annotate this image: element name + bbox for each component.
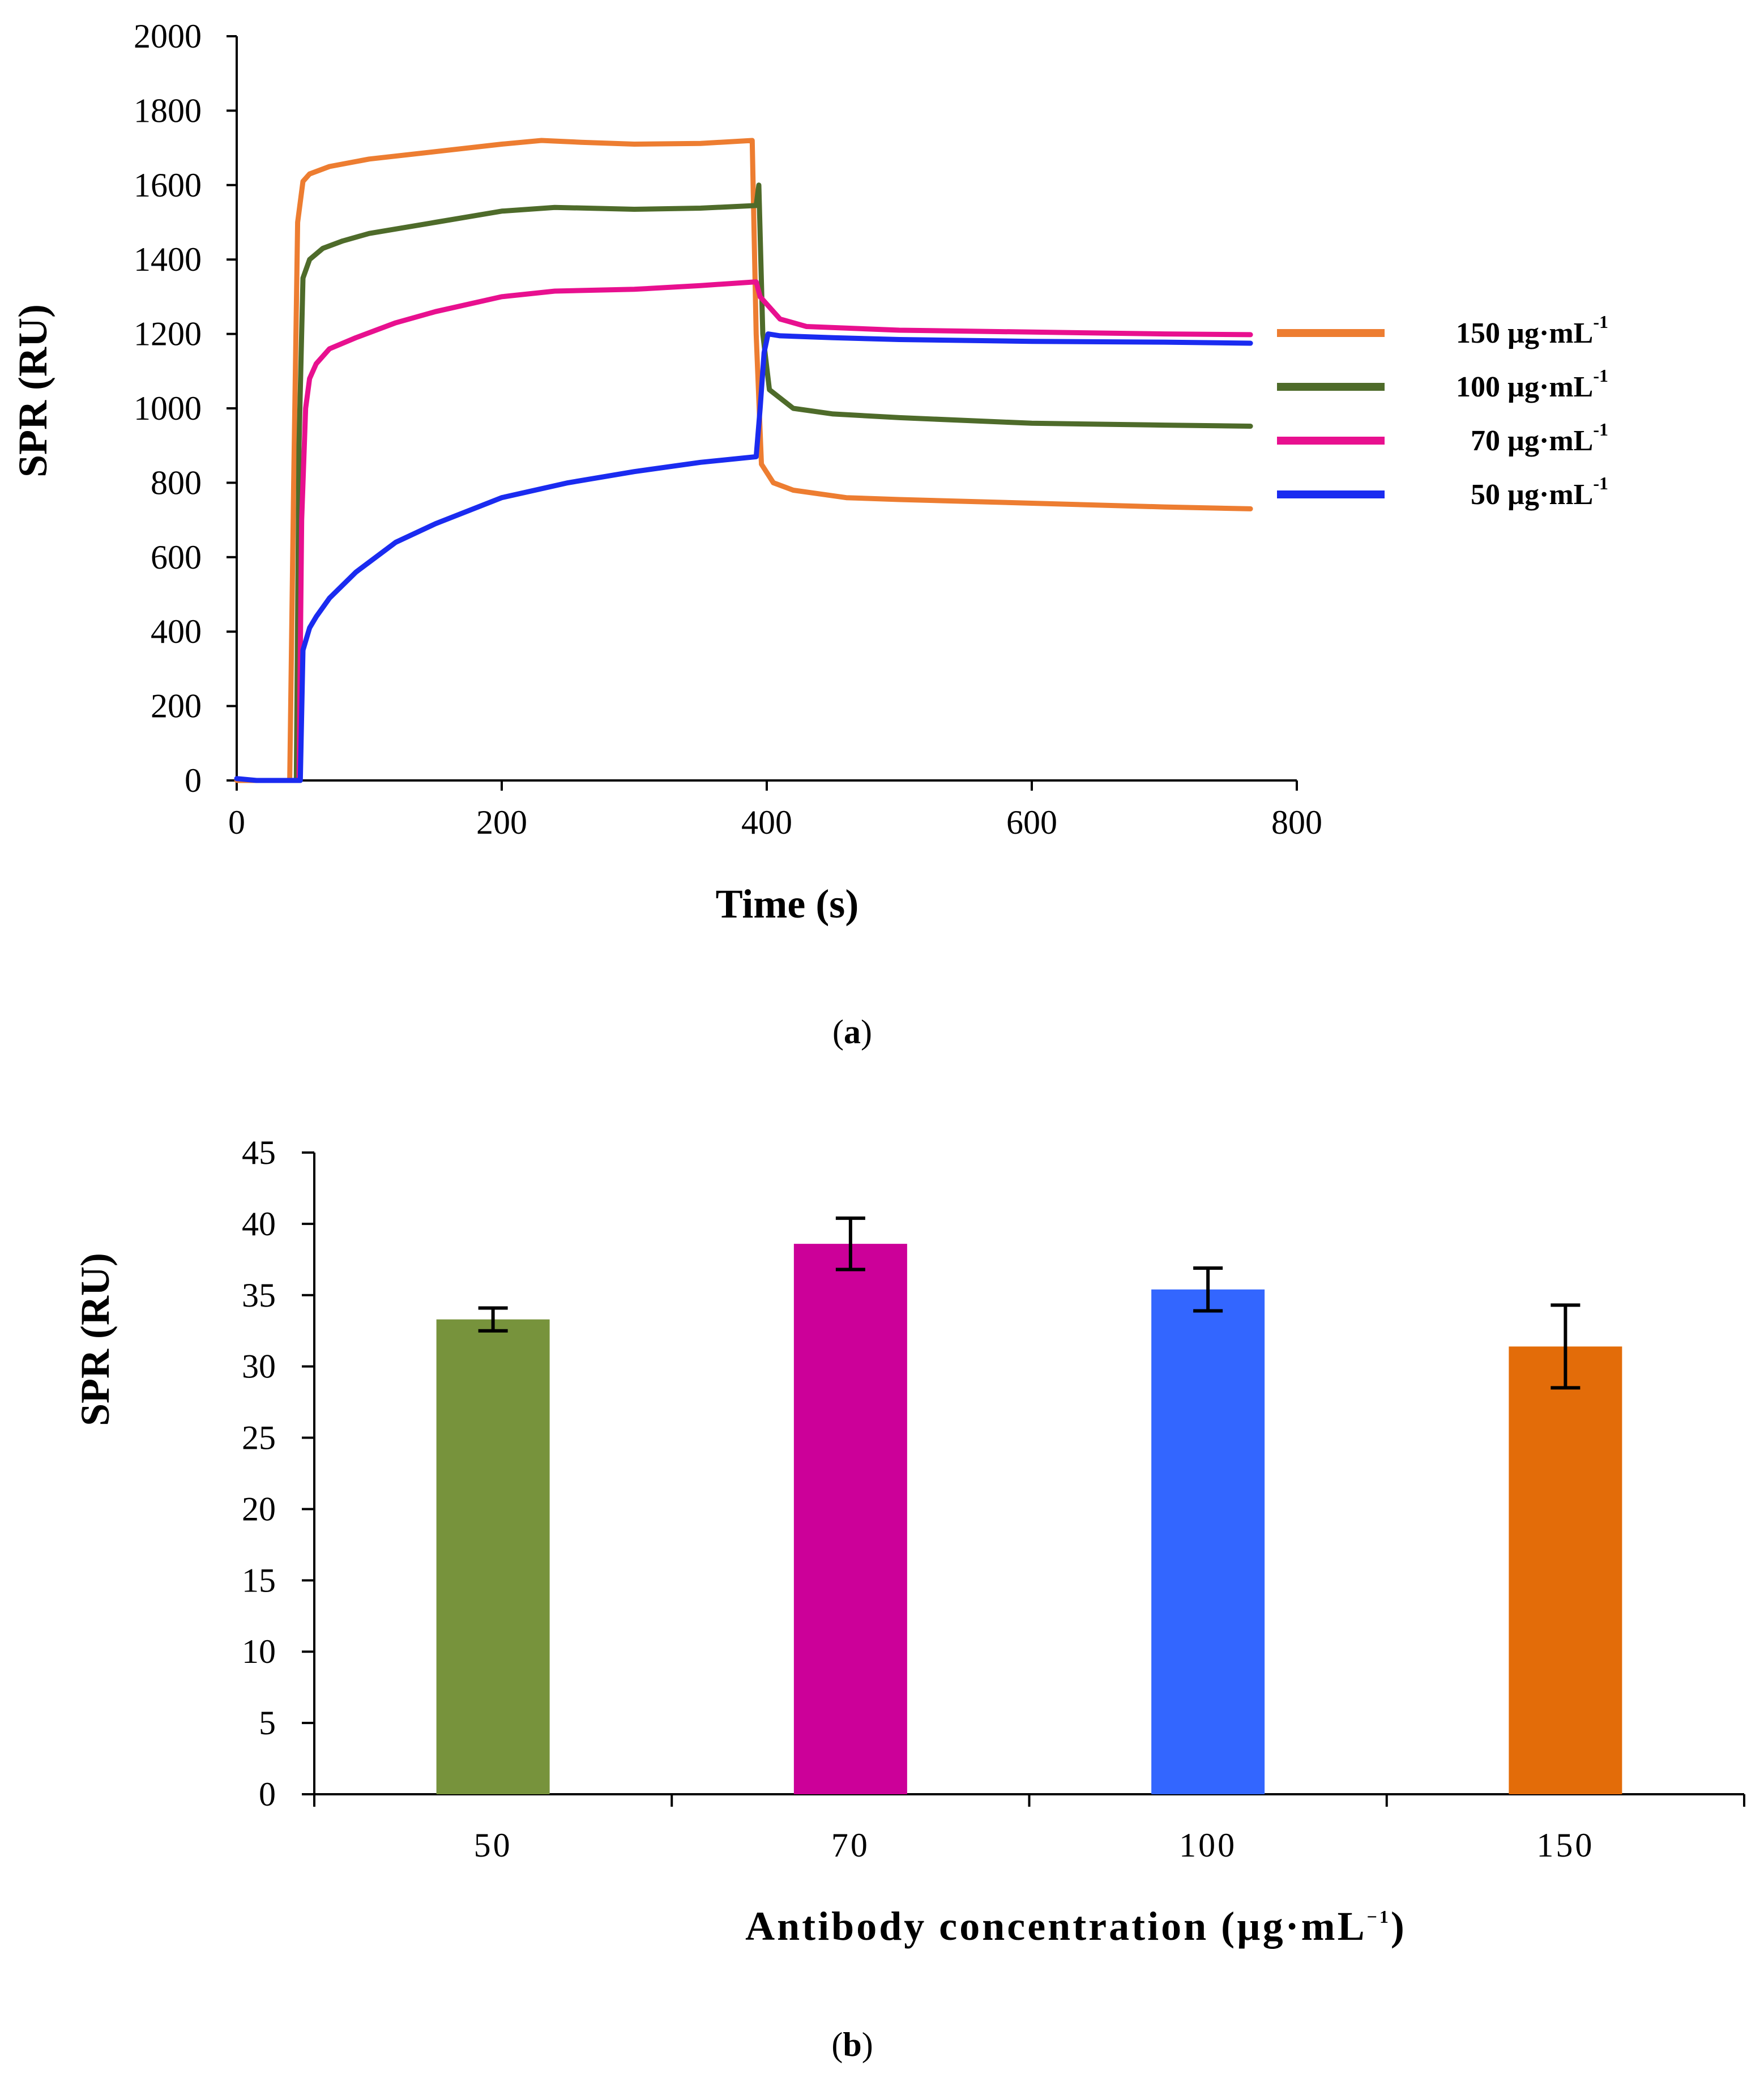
chart-a-y-tick-label: 600 [151,539,202,576]
chart-b-y-ticks: 0 5 10 15 20 25 30 35 40 45 [242,1134,314,1813]
chart-b-error-bar-70 [835,1216,865,1271]
chart-a-series [234,138,1253,783]
chart-b-x-tick-label: 100 [1179,1827,1237,1864]
chart-a-axes [236,36,1297,782]
chart-b-y-tick-label: 40 [242,1205,276,1243]
chart-a-x-tick-label: 800 [1271,804,1322,841]
chart-b-error-bar-150 [1551,1303,1581,1390]
chart-a-legend-label-sup: -1 [1593,312,1608,332]
chart-b-bar-70 [793,1244,907,1794]
chart-b-bars [436,1216,1622,1794]
chart-b-y-tick-label: 45 [242,1134,276,1171]
chart-a-x-ticks: 0 200 400 600 800 [228,780,1322,841]
chart-b-x-axis-title-sup: −1 [1367,1906,1391,1927]
chart-a-legend-label-main: 150 µg·mL [1456,317,1593,349]
chart-a-x-tick-label: 200 [476,804,527,841]
chart-b-axes [313,1153,1745,1807]
chart-b-y-tick-label: 10 [242,1633,276,1670]
chart-a-legend-label-sup: -1 [1593,473,1608,493]
chart-a-legend-label-main: 50 µg·mL [1471,479,1593,511]
chart-a-y-axis-title: SPR (RU) [10,304,55,477]
chart-a-series-line-50 [234,331,1253,783]
chart-a-y-tick-label: 1000 [134,390,202,427]
chart-b-y-axis-title: SPR (RU) [72,1253,118,1426]
chart-a-x-tick-label: 600 [1006,804,1057,841]
chart-b-caption-letter: b [843,2026,861,2063]
chart-a-x-tick-label: 400 [741,804,792,841]
chart-a-caption: (a) [832,1013,872,1051]
chart-b-x-axis-title-close: ) [1391,1904,1407,1949]
chart-a-y-tick-label: 400 [151,613,202,650]
chart-b-y-tick-label: 25 [242,1419,276,1457]
chart-b-x-ticks: 50 70 100 150 [474,1827,1594,1864]
chart-a-series-line-70 [291,279,1253,783]
chart-a-y-tick-label: 1600 [134,167,202,204]
chart-b-x-axis-title: Antibody concentration (µg·mL−1) [745,1904,1407,1949]
chart-a-legend-label: 50 µg·mL-1 [1471,473,1608,511]
chart-b-x-tick-label: 150 [1536,1827,1594,1864]
chart-a-y-ticks: 0 200 400 600 800 1000 1200 1400 1600 1800 2000 [134,18,237,799]
chart-a-legend-label: 100 µg·mL-1 [1456,365,1608,403]
chart-b-x-tick-label: 70 [831,1827,870,1864]
chart-a-x-axis-title: Time (s) [716,881,859,927]
chart-b-y-tick-label: 35 [242,1277,276,1314]
chart-b-y-tick-label: 15 [242,1561,276,1599]
chart-a-legend-label-sup: -1 [1593,419,1608,440]
chart-a: 0 200 400 600 800 1000 1200 1400 1600 1800 2000 0 2… [10,18,1608,1051]
chart-b-error-bar-50 [478,1306,508,1333]
chart-a-y-tick-label: 800 [151,464,202,501]
chart-b-y-tick-label: 20 [242,1490,276,1527]
chart-b: 0 5 10 15 20 25 30 35 40 45 50 70 100 150 SPR (RU) A… [72,1134,1745,2063]
chart-b-y-tick-label: 5 [259,1704,276,1742]
chart-b-bar-100 [1151,1289,1265,1794]
chart-a-y-tick-label: 2000 [134,18,202,55]
chart-a-series-line-150 [234,138,1253,783]
chart-a-legend-label-sup: -1 [1593,365,1608,386]
chart-a-legend-label: 70 µg·mL-1 [1471,419,1608,457]
chart-a-y-tick-label: 1400 [134,241,202,278]
chart-a-y-tick-label: 1800 [134,92,202,129]
chart-b-caption: (b) [831,2026,873,2063]
chart-b-bar-150 [1509,1346,1622,1794]
chart-b-x-axis-title-main: Antibody concentration (µg·mL [745,1904,1367,1949]
chart-a-legend-label-main: 100 µg·mL [1456,371,1593,403]
chart-b-bar-50 [436,1319,550,1794]
chart-a-caption-letter: a [844,1013,861,1051]
chart-a-y-tick-label: 200 [151,688,202,725]
chart-a-x-tick-label: 0 [228,804,245,841]
chart-b-x-tick-label: 50 [474,1827,512,1864]
chart-a-series-line-100 [287,182,1253,783]
chart-a-y-tick-label: 0 [185,762,202,799]
chart-a-y-tick-label: 1200 [134,315,202,353]
chart-b-y-tick-label: 30 [242,1348,276,1385]
chart-a-legend-label: 150 µg·mL-1 [1456,312,1608,349]
chart-a-legend-label-main: 70 µg·mL [1471,425,1593,457]
chart-b-error-bar-100 [1193,1266,1223,1313]
chart-b-y-tick-label: 0 [259,1776,276,1813]
